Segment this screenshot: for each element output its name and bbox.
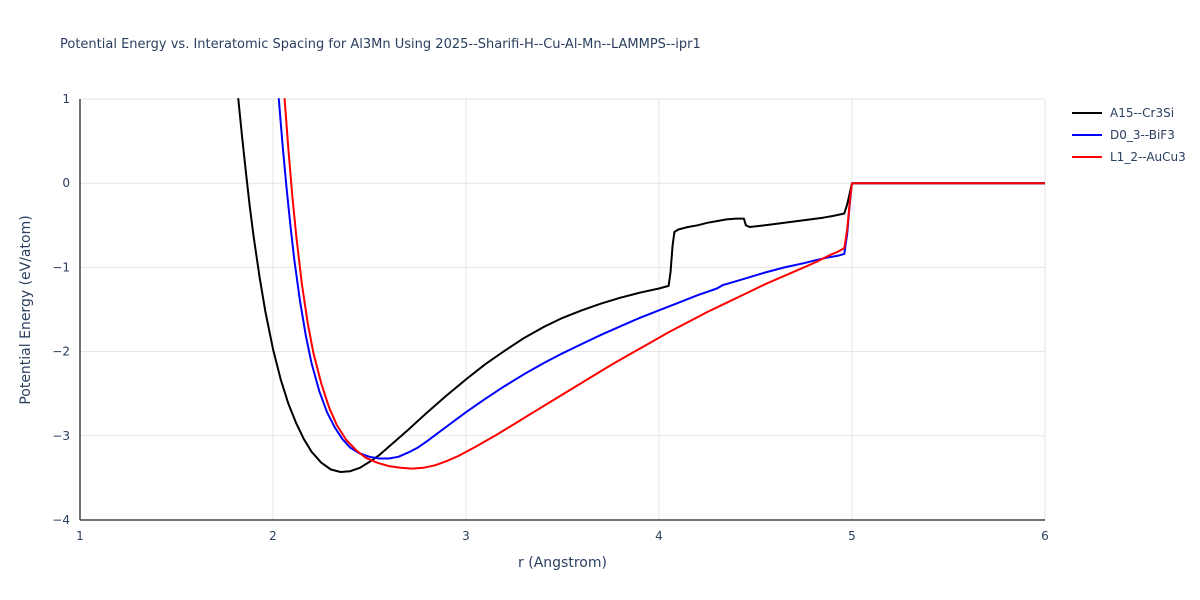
svg-text:4: 4	[655, 529, 663, 543]
legend-label: A15--Cr3Si	[1110, 106, 1175, 120]
svg-text:3: 3	[462, 529, 470, 543]
x-axis-label: r (Angstrom)	[518, 555, 607, 571]
svg-text:−2: −2	[52, 345, 70, 359]
svg-text:5: 5	[848, 529, 856, 543]
svg-text:0: 0	[62, 176, 70, 190]
legend-item-a15-cr3si[interactable]: A15--Cr3Si	[1072, 106, 1186, 120]
chart-title: Potential Energy vs. Interatomic Spacing…	[60, 37, 701, 52]
legend-line-sample-red	[1072, 156, 1102, 158]
svg-text:−1: −1	[52, 260, 70, 274]
svg-text:−3: −3	[52, 429, 70, 443]
legend-item-d0-3-bif3[interactable]: D0_3--BiF3	[1072, 128, 1186, 142]
legend: A15--Cr3Si D0_3--BiF3 L1_2--AuCu3	[1072, 106, 1186, 164]
legend-label: L1_2--AuCu3	[1110, 150, 1186, 164]
svg-text:1: 1	[62, 92, 70, 106]
svg-text:6: 6	[1041, 529, 1049, 543]
svg-text:−4: −4	[52, 513, 70, 527]
legend-label: D0_3--BiF3	[1110, 128, 1175, 142]
legend-item-l1-2-aucu3[interactable]: L1_2--AuCu3	[1072, 150, 1186, 164]
legend-line-sample-blue	[1072, 134, 1102, 136]
legend-line-sample-black	[1072, 112, 1102, 114]
svg-text:1: 1	[76, 529, 84, 543]
svg-text:2: 2	[269, 529, 277, 543]
